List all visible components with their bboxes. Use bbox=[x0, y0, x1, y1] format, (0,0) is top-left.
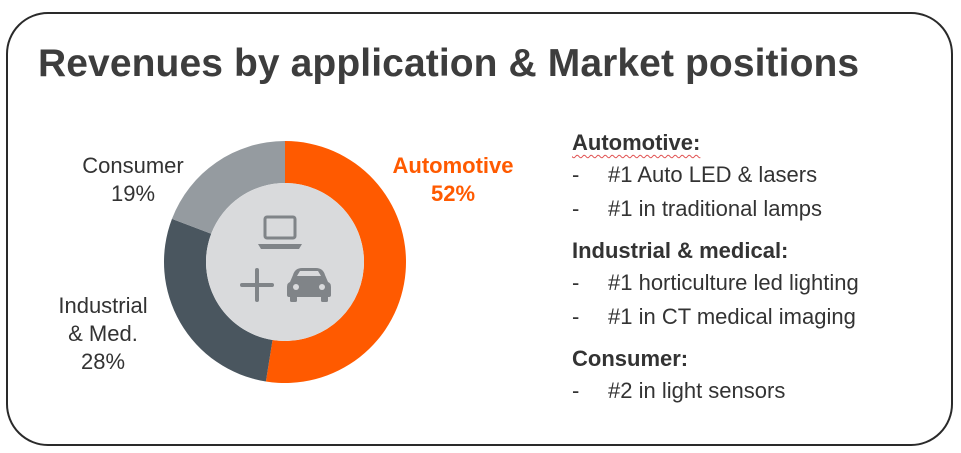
label-industrial: Industrial & Med. 28% bbox=[58, 293, 148, 374]
section-heading-industrial: Industrial & medical: bbox=[572, 238, 789, 263]
card-frame bbox=[6, 12, 953, 446]
section-heading-automotive: Automotive: bbox=[572, 130, 701, 155]
list-item: - #1 horticulture led lighting bbox=[572, 266, 932, 300]
plus-icon bbox=[240, 268, 274, 302]
list-item: - #2 in light sensors bbox=[572, 374, 932, 408]
list-item: - #1 in CT medical imaging bbox=[572, 300, 932, 334]
donut-center-disc bbox=[206, 183, 364, 341]
bullet-dash: - bbox=[572, 378, 580, 403]
donut-segments bbox=[164, 141, 406, 383]
slice-industrial bbox=[164, 218, 273, 382]
bullet-dash: - bbox=[572, 304, 580, 329]
slice-automotive bbox=[265, 141, 406, 383]
label-consumer: Consumer 19% bbox=[82, 153, 184, 206]
section-heading-consumer: Consumer: bbox=[572, 346, 689, 371]
bullet-dash: - bbox=[572, 162, 580, 187]
laptop-icon bbox=[258, 215, 302, 249]
list-item: - #1 in traditional lamps bbox=[572, 192, 932, 226]
label-automotive: Automotive 52% bbox=[392, 153, 514, 206]
page-title: Revenues by application & Market positio… bbox=[38, 42, 860, 85]
car-icon bbox=[287, 268, 331, 302]
slice-consumer bbox=[171, 141, 285, 234]
bullet-dash: - bbox=[572, 270, 580, 295]
market-positions-list: Automotive: - #1 Auto LED & lasers - #1 in… bbox=[572, 128, 932, 408]
list-item: - #1 Auto LED & lasers bbox=[572, 158, 932, 192]
bullet-dash: - bbox=[572, 196, 580, 221]
